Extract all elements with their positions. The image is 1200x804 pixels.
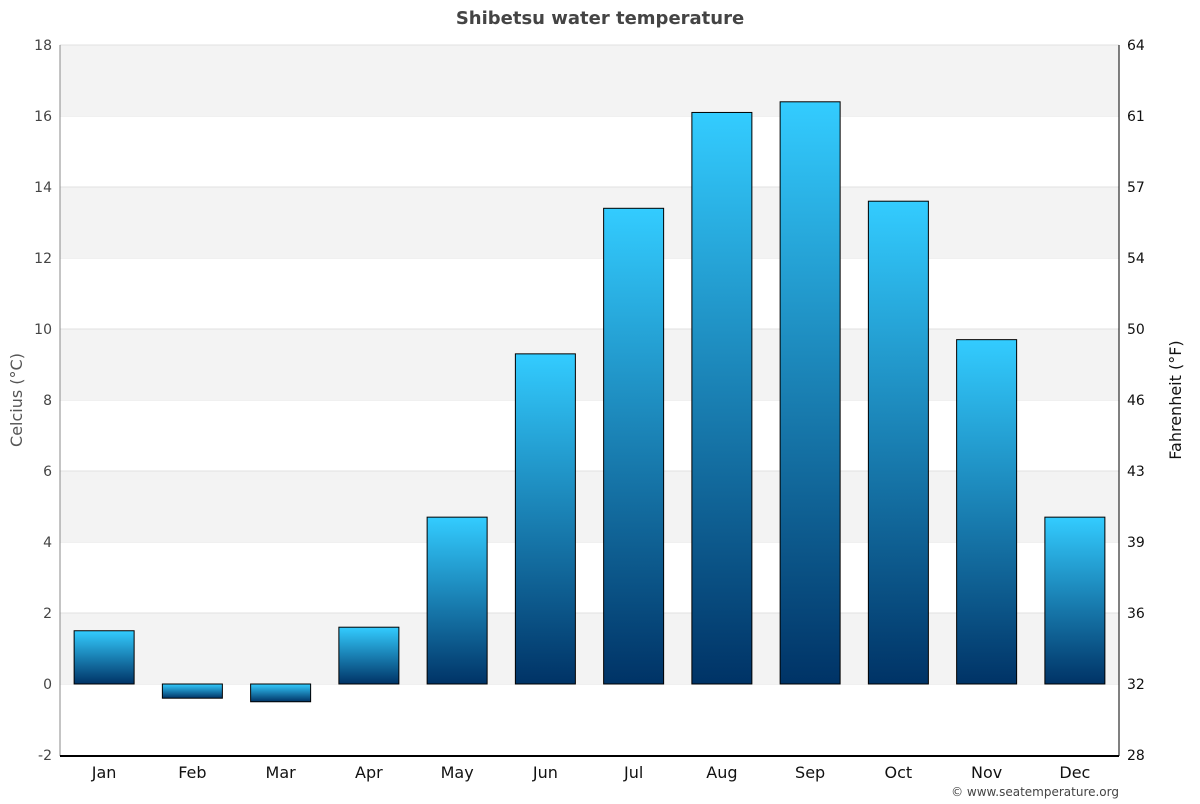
grid-band	[60, 187, 1119, 258]
y-tick-label: 12	[34, 251, 52, 267]
chart-title: Shibetsu water temperature	[456, 8, 744, 29]
x-tick-label: Jun	[532, 763, 558, 782]
bar-jul	[603, 207, 665, 685]
y2-tick-label: 61	[1127, 109, 1145, 125]
grid-band	[60, 471, 1119, 542]
y-tick-label: 16	[34, 109, 52, 125]
grid-band	[60, 45, 1119, 116]
y2-tick-label: 36	[1127, 606, 1145, 622]
y2-tick-label: 46	[1127, 393, 1145, 409]
y-axis-label: Celcius (°C)	[7, 353, 26, 447]
y2-tick-label: 50	[1127, 322, 1145, 338]
y2-tick-label: 28	[1127, 748, 1145, 764]
bar-may	[426, 516, 488, 685]
y-tick-label: 10	[34, 322, 52, 338]
y2-tick-label: 39	[1127, 535, 1145, 551]
y-tick-label: 4	[43, 535, 52, 551]
y-tick-label: 14	[34, 180, 52, 196]
grid-band	[60, 613, 1119, 684]
bar-nov	[956, 339, 1018, 685]
x-tick-label: Feb	[178, 763, 206, 782]
y2-tick-label: 64	[1127, 38, 1145, 54]
y-tick-label: 0	[43, 677, 52, 693]
y2-tick-label: 57	[1127, 180, 1145, 196]
x-tick-label: Sep	[795, 763, 825, 782]
x-tick-label: Dec	[1059, 763, 1090, 782]
y-tick-label: 18	[34, 38, 52, 54]
x-tick-label: Mar	[266, 763, 297, 782]
y2-tick-label: 43	[1127, 464, 1145, 480]
bar-mar	[250, 683, 312, 703]
bar-apr	[338, 626, 400, 685]
x-tick-label: May	[441, 763, 474, 782]
footer-credit: © www.seatemperature.org	[951, 785, 1119, 799]
x-tick-label: Jul	[623, 763, 643, 782]
y2-tick-label: 32	[1127, 677, 1145, 693]
bar-sep	[779, 101, 841, 685]
bar-jan	[73, 630, 135, 685]
bar-feb	[161, 683, 223, 699]
y-tick-label: 6	[43, 464, 52, 480]
y2-axis-label: Fahrenheit (°F)	[1166, 340, 1185, 459]
x-tick-label: Oct	[885, 763, 913, 782]
bar-aug	[691, 111, 753, 685]
y-tick-label: -2	[38, 748, 52, 764]
x-tick-label: Jan	[91, 763, 117, 782]
bar-oct	[867, 200, 929, 685]
x-tick-label: Aug	[706, 763, 737, 782]
x-tick-label: Nov	[971, 763, 1002, 782]
y2-tick-label: 54	[1127, 251, 1145, 267]
grid-band	[60, 329, 1119, 400]
bar-jun	[514, 353, 576, 685]
bar-dec	[1044, 516, 1106, 685]
y-tick-label: 8	[43, 393, 52, 409]
y-tick-label: 2	[43, 606, 52, 622]
x-tick-label: Apr	[355, 763, 383, 782]
